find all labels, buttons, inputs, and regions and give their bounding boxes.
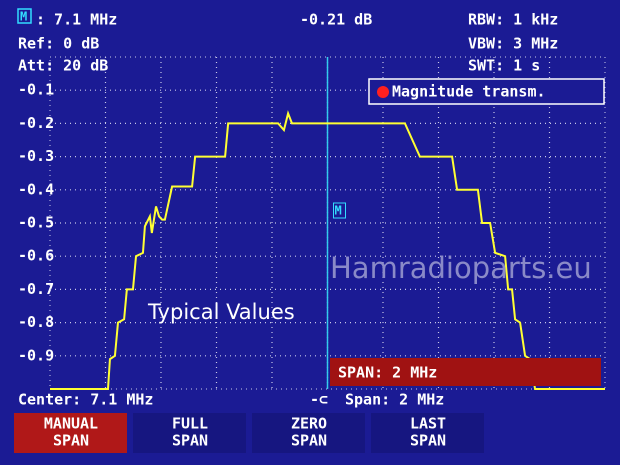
- y-tick-label: -0.4: [18, 180, 54, 198]
- legend-label: Magnitude transm.: [392, 83, 546, 101]
- softkey[interactable]: [14, 413, 127, 453]
- sweep-time: SWT: 1 s: [468, 57, 540, 75]
- plot-frame: [49, 56, 606, 390]
- softkey[interactable]: [133, 413, 246, 453]
- marker-icon-label: M: [20, 10, 27, 24]
- softkey-label[interactable]: SPAN: [53, 432, 89, 450]
- y-tick-label: -0.6: [18, 247, 54, 265]
- ref-level: Ref: 0 dB: [18, 35, 99, 53]
- marker-tag-label: M: [335, 204, 342, 218]
- span-icon: -⊂: [310, 391, 328, 409]
- y-tick-label: -0.7: [18, 280, 54, 298]
- y-tick-label: -0.1: [18, 81, 54, 99]
- span-box-label: SPAN: 2 MHz: [338, 364, 437, 382]
- legend: [368, 78, 605, 105]
- y-tick-label: -0.9: [18, 346, 54, 364]
- softkey[interactable]: [252, 413, 365, 453]
- softkey-label[interactable]: SPAN: [410, 432, 446, 450]
- annotation: Typical Values: [147, 300, 295, 324]
- softkey-label[interactable]: SPAN: [291, 432, 327, 450]
- y-tick-label: -0.8: [18, 313, 54, 331]
- marker-level: -0.21 dB: [300, 11, 372, 29]
- attenuation: Att: 20 dB: [18, 57, 108, 75]
- marker-icon: [17, 8, 32, 24]
- softkey-label[interactable]: ZERO: [291, 415, 327, 433]
- vbw: VBW: 3 MHz: [468, 35, 558, 53]
- legend-dot: [377, 86, 389, 98]
- span: Span: 2 MHz: [345, 391, 444, 409]
- span-box: [330, 358, 601, 386]
- y-tick-label: -0.5: [18, 214, 54, 232]
- center-frequency: Center: 7.1 MHz: [18, 391, 153, 409]
- y-tick-label: -0.2: [18, 114, 54, 132]
- trace: [50, 110, 605, 390]
- plot: -0.1 -0.2 -0.3 -0.4 -0.5 -0.6 -0.7 -0.8 -0.9 M: [18, 56, 606, 390]
- watermark: Hamradioparts.eu: [330, 251, 592, 285]
- marker-frequency: : 7.1 MHz: [36, 11, 117, 29]
- softkey-label[interactable]: LAST: [410, 415, 446, 433]
- rbw: RBW: 1 kHz: [468, 11, 558, 29]
- softkey[interactable]: [371, 413, 484, 453]
- y-tick-label: -0.3: [18, 147, 54, 165]
- marker-tag: [333, 202, 346, 219]
- softkey-label[interactable]: FULL: [172, 415, 208, 433]
- softkey-label[interactable]: MANUAL: [44, 415, 98, 433]
- softkey-label[interactable]: SPAN: [172, 432, 208, 450]
